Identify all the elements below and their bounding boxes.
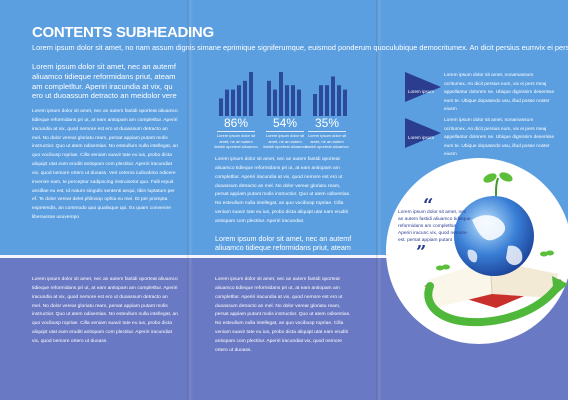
bar-g1-3 (231, 89, 235, 116)
bar-g3-6 (343, 89, 347, 116)
bar-g3-3 (325, 85, 329, 116)
bar-g2-3 (279, 72, 283, 116)
triangle-arrow-icon (405, 72, 441, 102)
column2-lead: Lorem ipsum dolor sit amet, nec an autem… (215, 234, 352, 253)
bar-g1-2 (225, 89, 229, 116)
bar-g2-2 (273, 89, 277, 116)
bar-g2-1 (267, 80, 271, 116)
stat-text-2: Lorem ipsum dolor sit amet, ne an autem … (263, 133, 307, 149)
stat-text-1: Lorem ipsum dolor sit amet, ne an autem … (214, 133, 258, 149)
bar-g1-6 (249, 72, 253, 116)
stat-divider-2 (266, 131, 304, 132)
triangle-arrow-icon (405, 118, 441, 148)
column1-lead: Lorem ipsum dolor sit amet, nec an autem… (32, 62, 177, 101)
green-arrow-icon (424, 276, 568, 327)
page-subtitle: Lorem ipsum dolor sit amet, no nam assum… (32, 43, 568, 52)
bar-g1-4 (237, 85, 241, 116)
stat-value-3: 35% (314, 116, 340, 130)
globe-book-illustration (424, 172, 568, 327)
quote-text: Lorem ipsum dolor sit amet, nec an autem… (398, 210, 471, 243)
sprout-icon (436, 172, 554, 271)
stat-value-2: 54% (272, 116, 298, 130)
divider-band (0, 255, 568, 259)
bar-g3-4 (331, 76, 335, 116)
stat-value-1: 86% (223, 116, 249, 130)
quote-open-mark: “ (423, 195, 434, 216)
arrow-label-2: Lorem ipsum (407, 135, 434, 140)
bar-g3-5 (337, 85, 341, 116)
column2-bottom-body: Lorem ipsum dolor sit amet, nec an autem… (215, 277, 351, 353)
bar-g3-1 (313, 94, 317, 116)
fold-line-left (187, 0, 193, 400)
column3-item-1-text: Lorem ipsum dolor sit amet, nonamassum o… (444, 73, 555, 112)
column1-body: Lorem ipsum dolor sit amet, nec an autem… (32, 109, 178, 221)
bar-g2-4 (285, 85, 289, 116)
bar-g2-5 (291, 85, 295, 116)
arrow-label-1: Lorem ipsum (407, 89, 434, 94)
bar-chart (219, 72, 347, 116)
fold-line-right (376, 0, 382, 400)
globe-icon (454, 196, 534, 276)
column1-bottom-body: Lorem ipsum dolor sit amet, nec an autem… (32, 277, 178, 344)
bar-g1-5 (243, 80, 247, 116)
column3-item-2-text: Lorem ipsum dolor sit amet, nonamassum o… (444, 118, 555, 157)
stat-text-3: Lorem ipsum dolor sit amet, ne an autem … (305, 133, 349, 149)
bar-g2-6 (297, 89, 301, 116)
stat-divider-3 (308, 131, 346, 132)
bar-g1-1 (219, 98, 223, 116)
page-title: CONTENTS SUBHEADING (32, 24, 214, 41)
bar-g3-2 (319, 85, 323, 116)
quote-close-mark: ” (416, 242, 427, 263)
stat-divider-1 (217, 131, 255, 132)
column2-body: Lorem ipsum dolor sit amet, nec an autem… (215, 157, 351, 224)
